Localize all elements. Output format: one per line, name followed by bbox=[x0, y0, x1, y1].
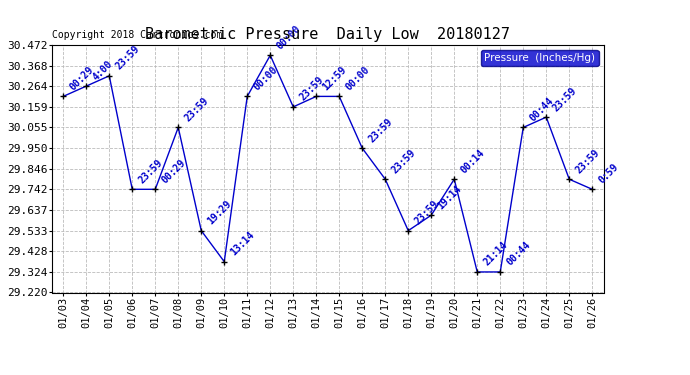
Title: Barometric Pressure  Daily Low  20180127: Barometric Pressure Daily Low 20180127 bbox=[146, 27, 510, 42]
Text: 23:59: 23:59 bbox=[413, 199, 440, 226]
Text: 4:00: 4:00 bbox=[90, 58, 114, 82]
Text: 23:59: 23:59 bbox=[551, 85, 578, 113]
Legend: Pressure  (Inches/Hg): Pressure (Inches/Hg) bbox=[482, 50, 598, 66]
Text: 00:00: 00:00 bbox=[251, 64, 279, 92]
Text: 00:00: 00:00 bbox=[344, 64, 371, 92]
Text: 19:29: 19:29 bbox=[206, 199, 233, 226]
Text: 23:59: 23:59 bbox=[297, 75, 325, 103]
Text: 23:59: 23:59 bbox=[137, 157, 164, 185]
Text: 23:59: 23:59 bbox=[389, 147, 417, 175]
Text: 0:59: 0:59 bbox=[596, 162, 620, 185]
Text: 12:59: 12:59 bbox=[320, 64, 348, 92]
Text: 23:59: 23:59 bbox=[113, 44, 141, 72]
Text: 00:29: 00:29 bbox=[68, 64, 95, 92]
Text: 13:14: 13:14 bbox=[228, 230, 256, 258]
Text: 23:59: 23:59 bbox=[182, 95, 210, 123]
Text: 23:59: 23:59 bbox=[573, 147, 601, 175]
Text: 00:44: 00:44 bbox=[504, 240, 532, 268]
Text: 21:14: 21:14 bbox=[482, 240, 509, 268]
Text: 00:44: 00:44 bbox=[527, 95, 555, 123]
Text: 00:29: 00:29 bbox=[159, 157, 187, 185]
Text: 23:59: 23:59 bbox=[366, 116, 394, 144]
Text: 00:14: 00:14 bbox=[458, 147, 486, 175]
Text: 19:14: 19:14 bbox=[435, 183, 463, 211]
Text: Copyright 2018 Cartronics.com: Copyright 2018 Cartronics.com bbox=[52, 30, 222, 40]
Text: 00:00: 00:00 bbox=[275, 23, 302, 51]
